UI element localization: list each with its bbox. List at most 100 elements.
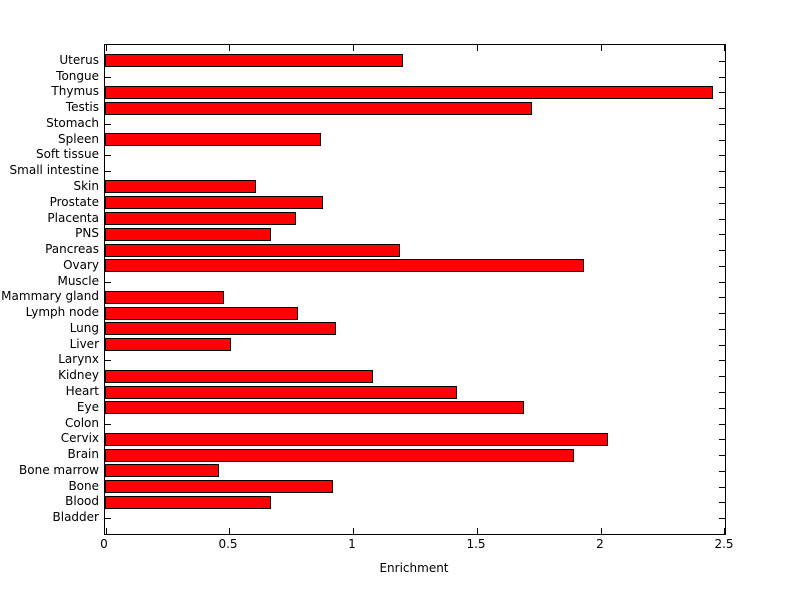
y-tick-left: [105, 360, 111, 361]
y-tick-label: Ovary: [63, 257, 99, 272]
x-tick-bottom: [477, 528, 478, 534]
bar: [105, 102, 532, 115]
y-tick-right: [719, 219, 725, 220]
y-tick-label: Larynx: [58, 352, 99, 367]
bar: [105, 496, 271, 509]
x-tick-label: 2: [596, 537, 604, 551]
x-tick-top: [724, 45, 725, 51]
bar: [105, 259, 584, 272]
y-tick-right: [719, 329, 725, 330]
bar: [105, 54, 403, 67]
x-tick-label: 1.5: [466, 537, 486, 551]
y-tick-right: [719, 155, 725, 156]
y-tick-label: Blood: [65, 494, 99, 509]
y-tick-left: [105, 518, 111, 519]
bar: [105, 228, 271, 241]
plot-area: [104, 44, 726, 535]
y-tick-left: [105, 282, 111, 283]
bar: [105, 338, 231, 351]
y-tick-label: Thymus: [51, 84, 99, 99]
bar: [105, 322, 336, 335]
y-tick-right: [719, 487, 725, 488]
y-tick-right: [719, 140, 725, 141]
y-tick-label: Bone marrow: [19, 462, 99, 477]
y-tick-right: [719, 360, 725, 361]
bar: [105, 449, 574, 462]
y-tick-label: Colon: [64, 415, 99, 430]
y-tick-right: [719, 313, 725, 314]
bar: [105, 433, 608, 446]
bar: [105, 133, 321, 146]
y-tick-label: Kidney: [58, 368, 99, 383]
bar: [105, 196, 323, 209]
x-tick-top: [353, 45, 354, 51]
y-tick-label: Tongue: [56, 68, 99, 83]
y-tick-label: Small intestine: [9, 163, 99, 178]
bar: [105, 212, 296, 225]
y-tick-right: [719, 502, 725, 503]
x-axis-title: Enrichment: [379, 561, 449, 575]
y-tick-label: Uterus: [59, 52, 99, 67]
x-tick-top: [229, 45, 230, 51]
x-tick-top: [601, 45, 602, 51]
y-tick-right: [719, 282, 725, 283]
y-tick-label: Testis: [65, 100, 99, 115]
y-tick-right: [719, 376, 725, 377]
y-tick-left: [105, 155, 111, 156]
x-tick-bottom: [601, 528, 602, 534]
y-tick-label: Brain: [67, 447, 99, 462]
y-tick-right: [719, 250, 725, 251]
y-tick-label: Bone: [68, 478, 99, 493]
y-tick-left: [105, 124, 111, 125]
bar: [105, 464, 219, 477]
y-tick-label: Spleen: [58, 131, 99, 146]
y-tick-label: Placenta: [47, 210, 99, 225]
y-tick-right: [719, 424, 725, 425]
x-tick-label: 2.5: [714, 537, 734, 551]
y-tick-right: [719, 297, 725, 298]
y-tick-right: [719, 266, 725, 267]
y-tick-right: [719, 187, 725, 188]
bar: [105, 307, 298, 320]
y-tick-right: [719, 171, 725, 172]
y-tick-label: Soft tissue: [35, 147, 99, 162]
x-tick-label: 0: [100, 537, 108, 551]
y-tick-right: [719, 408, 725, 409]
bar: [105, 370, 373, 383]
y-tick-label: Muscle: [57, 273, 99, 288]
y-tick-label: Skin: [73, 178, 99, 193]
y-tick-right: [719, 234, 725, 235]
y-tick-right: [719, 108, 725, 109]
x-tick-bottom: [229, 528, 230, 534]
x-tick-bottom: [106, 528, 107, 534]
y-tick-right: [719, 345, 725, 346]
bar: [105, 180, 256, 193]
y-tick-right: [719, 439, 725, 440]
y-tick-label: Bladder: [52, 510, 99, 525]
y-tick-label: Eye: [76, 399, 99, 414]
y-tick-right: [719, 124, 725, 125]
x-tick-top: [477, 45, 478, 51]
y-tick-label: Cervix: [60, 431, 99, 446]
y-tick-right: [719, 471, 725, 472]
y-tick-left: [105, 77, 111, 78]
y-tick-right: [719, 518, 725, 519]
y-tick-label: Heart: [65, 384, 99, 399]
y-tick-right: [719, 203, 725, 204]
bar: [105, 386, 457, 399]
y-tick-label: Liver: [69, 336, 99, 351]
x-tick-label: 0.5: [218, 537, 238, 551]
y-tick-label: Stomach: [46, 115, 99, 130]
y-tick-left: [105, 424, 111, 425]
y-tick-right: [719, 392, 725, 393]
y-tick-label: PNS: [75, 226, 99, 241]
y-tick-right: [719, 455, 725, 456]
y-tick-label: Lung: [69, 320, 99, 335]
y-tick-label: Prostate: [49, 194, 99, 209]
y-tick-label: Lymph node: [25, 305, 99, 320]
bar: [105, 291, 224, 304]
y-tick-label: Pancreas: [45, 242, 99, 257]
y-tick-left: [105, 171, 111, 172]
y-tick-right: [719, 77, 725, 78]
